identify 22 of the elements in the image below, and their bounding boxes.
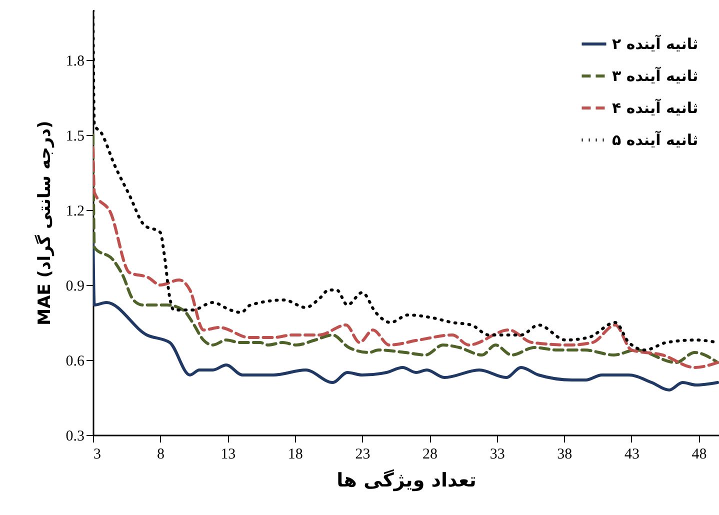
- y-tick-label: 1.5: [66, 128, 84, 144]
- y-tick-label: 0.6: [66, 354, 85, 370]
- x-tick-label: 13: [220, 446, 236, 462]
- y-tick-label: 1.2: [66, 204, 84, 220]
- legend-label: ۳ ثانیه آینده: [612, 66, 698, 85]
- x-tick-label: 43: [624, 446, 640, 462]
- y-tick-label: 0.9: [66, 278, 84, 294]
- x-tick-label: 8: [157, 446, 165, 462]
- y-tick-label: 0.3: [66, 428, 84, 444]
- x-tick-label: 38: [557, 446, 572, 462]
- x-tick-label: 3: [94, 446, 101, 462]
- legend-label: ۲ ثانیه آینده: [612, 34, 698, 53]
- x-tick-label: 48: [692, 446, 707, 462]
- x-tick-label: 28: [422, 446, 438, 462]
- legend-label: ۵ ثانیه آینده: [612, 130, 698, 149]
- legend-label: ۴ ثانیه آینده: [612, 98, 698, 117]
- y-tick-label: 1.8: [66, 54, 84, 70]
- x-tick-label: 18: [288, 446, 303, 462]
- x-axis-title: تعداد ویژگی ها: [336, 468, 476, 492]
- x-tick-label: 33: [490, 446, 505, 462]
- x-tick-label: 23: [355, 446, 370, 462]
- y-axis-title: MAE (درجه سانتی گراد): [34, 120, 55, 326]
